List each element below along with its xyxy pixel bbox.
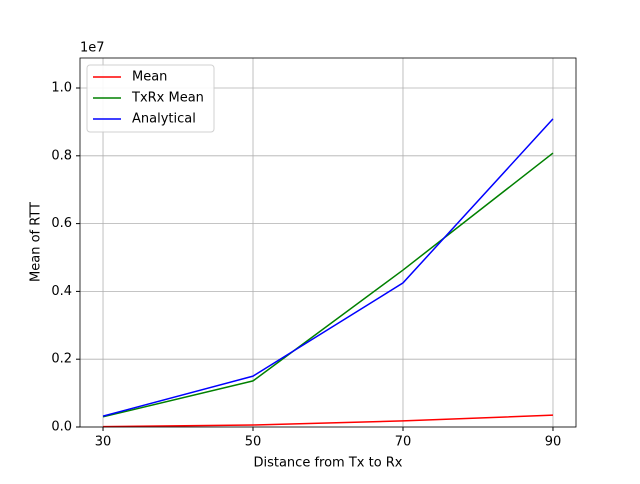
x-tick-label: 30	[95, 435, 112, 450]
line	[102, 118, 554, 417]
legend-label: TxRx Mean	[131, 91, 204, 106]
line	[102, 152, 554, 418]
x-axis-label: Distance from Tx to Rx	[253, 456, 402, 471]
legend-label: Mean	[132, 70, 167, 85]
y-tick-label: 0.8	[51, 148, 72, 163]
y-axis-label: Mean of RTT	[29, 202, 44, 282]
y-tick-label: 0.4	[51, 284, 72, 299]
line	[103, 414, 554, 428]
x-tick-label: 70	[395, 435, 412, 450]
y-offset-label: 1e7	[80, 41, 105, 56]
plot-frame	[79, 57, 577, 428]
y-tick-label: 0.6	[51, 216, 72, 231]
legend-label: Analytical	[132, 112, 196, 127]
x-tick-label: 90	[545, 435, 562, 450]
x-tick-label: 50	[245, 435, 262, 450]
y-tick-label: 1.0	[51, 81, 72, 96]
y-tick-label: 0.0	[51, 420, 72, 435]
y-tick-label: 0.2	[51, 352, 72, 367]
legend-box	[86, 64, 215, 133]
